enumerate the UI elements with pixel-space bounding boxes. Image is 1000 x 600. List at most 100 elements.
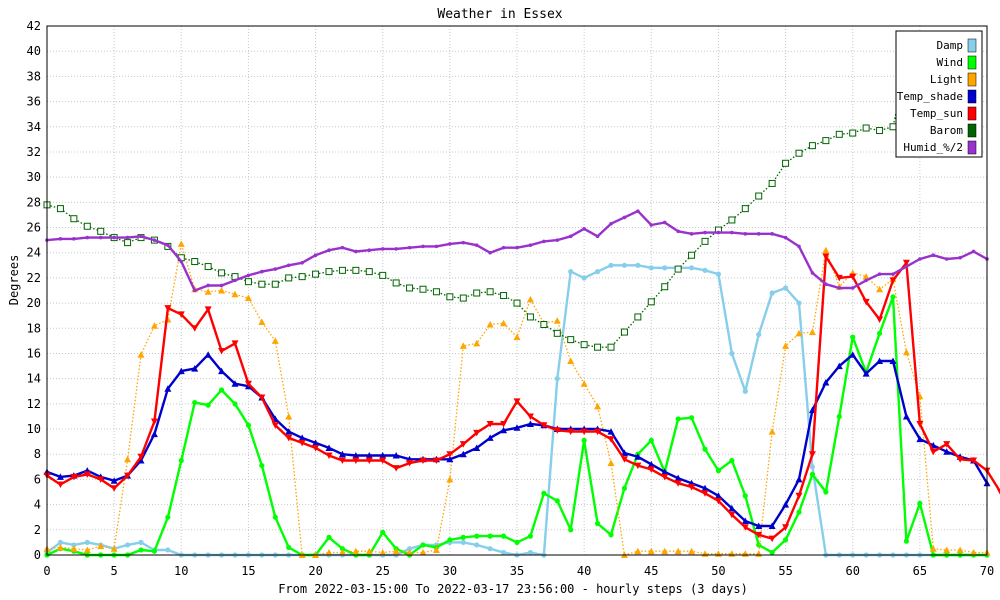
- point-light: [782, 342, 790, 349]
- x-tick-label: 50: [711, 564, 725, 578]
- point-barom: [567, 336, 575, 344]
- y-tick-label: 26: [27, 221, 41, 235]
- point-damp: [782, 285, 789, 291]
- point-barom: [594, 343, 602, 351]
- point-light: [634, 547, 642, 555]
- point-wind: [165, 514, 171, 520]
- point-temp-shade: [218, 367, 226, 375]
- point-barom: [338, 266, 346, 274]
- point-barom: [620, 328, 628, 336]
- point-temp-sun: [177, 311, 185, 318]
- point-temp-shade: [164, 385, 172, 392]
- x-tick-label: 40: [577, 564, 591, 578]
- point-temp-sun: [929, 448, 937, 456]
- point-temp-shade: [607, 428, 615, 435]
- point-humid-2: [434, 244, 439, 249]
- point-humid-2: [380, 247, 385, 251]
- legend-swatch: [967, 106, 977, 121]
- point-temp-sun: [392, 465, 400, 472]
- point-temp-sun: [137, 453, 145, 461]
- point-humid-2: [904, 264, 909, 269]
- point-temp-shade: [446, 455, 454, 463]
- x-tick-label: 55: [778, 564, 792, 578]
- point-damp: [568, 269, 574, 275]
- point-light: [285, 412, 293, 420]
- point-temp-shade: [338, 450, 346, 458]
- point-barom: [500, 292, 508, 300]
- point-temp-sun: [298, 439, 306, 447]
- point-wind: [259, 462, 265, 469]
- point-light: [406, 548, 414, 556]
- point-temp-sun: [486, 421, 494, 428]
- point-temp-shade: [795, 475, 803, 483]
- x-tick-label: 65: [913, 564, 927, 578]
- point-light: [258, 318, 266, 325]
- point-temp-shade: [647, 460, 655, 468]
- point-temp-sun: [526, 413, 534, 420]
- point-light: [137, 351, 145, 358]
- point-light: [607, 459, 615, 467]
- y-tick-label: 12: [27, 397, 41, 411]
- point-temp-sun: [325, 452, 333, 459]
- point-barom: [392, 279, 400, 287]
- point-humid-2: [152, 238, 157, 242]
- point-light: [177, 240, 185, 247]
- point-light: [231, 290, 239, 298]
- point-temp-sun: [647, 466, 655, 473]
- legend-label: Barom: [930, 124, 963, 137]
- point-humid-2: [206, 283, 210, 288]
- point-temp-shade: [231, 380, 239, 387]
- x-axis-label: From 2022-03-15:00 To 2022-03-17 23:56:0…: [278, 582, 748, 596]
- point-light: [553, 317, 561, 324]
- point-light: [808, 328, 816, 336]
- point-barom: [56, 205, 64, 213]
- y-tick-label: 40: [27, 44, 41, 58]
- point-temp-sun: [567, 428, 575, 436]
- point-temp-sun: [150, 418, 158, 425]
- point-humid-2: [568, 234, 573, 239]
- point-temp-sun: [996, 489, 1000, 495]
- point-barom: [218, 269, 226, 277]
- point-temp-sun: [916, 421, 924, 428]
- point-temp-sun: [674, 480, 682, 487]
- point-light: [513, 333, 521, 341]
- point-humid-2: [300, 260, 304, 265]
- point-barom: [526, 313, 534, 321]
- point-wind: [608, 532, 614, 538]
- point-temp-sun: [768, 535, 776, 543]
- point-humid-2: [421, 244, 425, 249]
- point-barom: [191, 258, 199, 266]
- point-humid-2: [783, 235, 788, 240]
- point-wind: [876, 330, 883, 336]
- point-temp-sun: [338, 457, 346, 465]
- point-temp-shade: [782, 501, 790, 508]
- point-temp-sun: [97, 476, 105, 483]
- point-humid-2: [260, 269, 264, 274]
- point-humid-2: [340, 245, 345, 250]
- point-temp-sun: [70, 473, 78, 481]
- point-light: [459, 342, 467, 349]
- point-barom: [365, 268, 373, 276]
- point-humid-2: [609, 221, 613, 226]
- point-wind: [514, 539, 520, 546]
- x-tick-label: 70: [980, 564, 994, 578]
- point-barom: [540, 321, 548, 329]
- chart-title: Weather in Essex: [437, 7, 562, 22]
- point-humid-2: [770, 232, 774, 236]
- point-temp-sun: [782, 524, 790, 531]
- point-humid-2: [824, 282, 828, 287]
- point-wind: [541, 490, 547, 496]
- point-wind: [138, 547, 144, 553]
- point-wind: [245, 422, 252, 428]
- point-humid-2: [98, 235, 103, 240]
- point-humid-2: [730, 230, 734, 235]
- point-wind: [782, 537, 789, 543]
- point-temp-sun: [970, 457, 978, 465]
- point-temp-shade: [822, 378, 830, 386]
- point-temp-shade: [379, 451, 387, 459]
- point-barom: [258, 280, 266, 288]
- point-wind: [823, 489, 829, 495]
- point-temp-shade: [943, 448, 951, 455]
- point-temp-sun: [540, 422, 548, 429]
